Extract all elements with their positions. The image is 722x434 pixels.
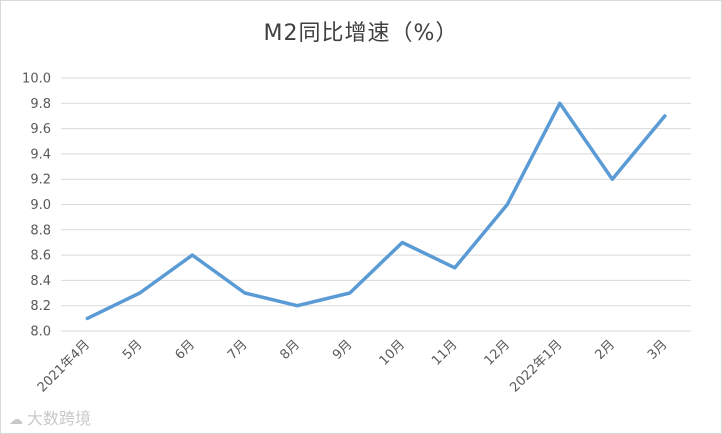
data-point	[558, 101, 562, 105]
data-point	[610, 177, 614, 181]
y-axis-ticks: 8.0 8.2 8.4 8.6 8.8 9.0 9.2 9.4 9.6 9.8 10.0	[22, 72, 51, 340]
y-tick-label: 9.4	[30, 147, 51, 162]
data-point	[663, 114, 667, 118]
y-tick-label: 8.8	[30, 223, 51, 238]
x-tick-label: 3月	[645, 337, 671, 363]
data-point	[295, 304, 299, 308]
data-point	[400, 240, 404, 244]
x-tick-label: 10月	[377, 337, 408, 368]
y-tick-label: 8.4	[30, 274, 51, 289]
x-tick-label: 5月	[120, 337, 146, 363]
x-tick-label: 8月	[277, 337, 303, 363]
data-point	[243, 291, 247, 295]
chart-title: M2同比增速（%）	[263, 21, 459, 46]
x-tick-label: 12月	[482, 337, 513, 368]
series-line	[85, 101, 667, 321]
data-point	[138, 291, 142, 295]
data-point	[453, 266, 457, 270]
x-tick-label: 2月	[592, 337, 618, 363]
y-tick-label: 10.0	[22, 72, 51, 87]
cloud-logo-icon: ☁	[9, 412, 23, 428]
x-tick-label: 9月	[330, 337, 356, 363]
y-tick-label: 9.8	[30, 97, 51, 112]
series-layer	[85, 101, 667, 321]
x-tick-label: 2021年4月	[35, 337, 93, 395]
y-tick-label: 8.2	[30, 299, 51, 314]
watermark: ☁ 大数跨境	[9, 405, 91, 429]
grid-lines	[61, 77, 691, 332]
y-tick-label: 9.0	[30, 198, 51, 213]
y-tick-label: 9.6	[30, 122, 51, 137]
data-point	[190, 253, 194, 257]
y-tick-label: 8.6	[30, 249, 51, 264]
x-tick-label: 2022年1月	[507, 337, 565, 395]
data-point	[348, 291, 352, 295]
data-point	[85, 316, 89, 320]
y-tick-label: 9.2	[30, 173, 51, 188]
x-tick-label: 11月	[429, 337, 460, 368]
data-point	[505, 203, 509, 206]
watermark-text: 大数跨境	[27, 409, 92, 428]
y-tick-label: 8.0	[30, 325, 51, 340]
x-tick-label: 6月	[172, 337, 198, 363]
x-tick-label: 7月	[225, 337, 251, 363]
